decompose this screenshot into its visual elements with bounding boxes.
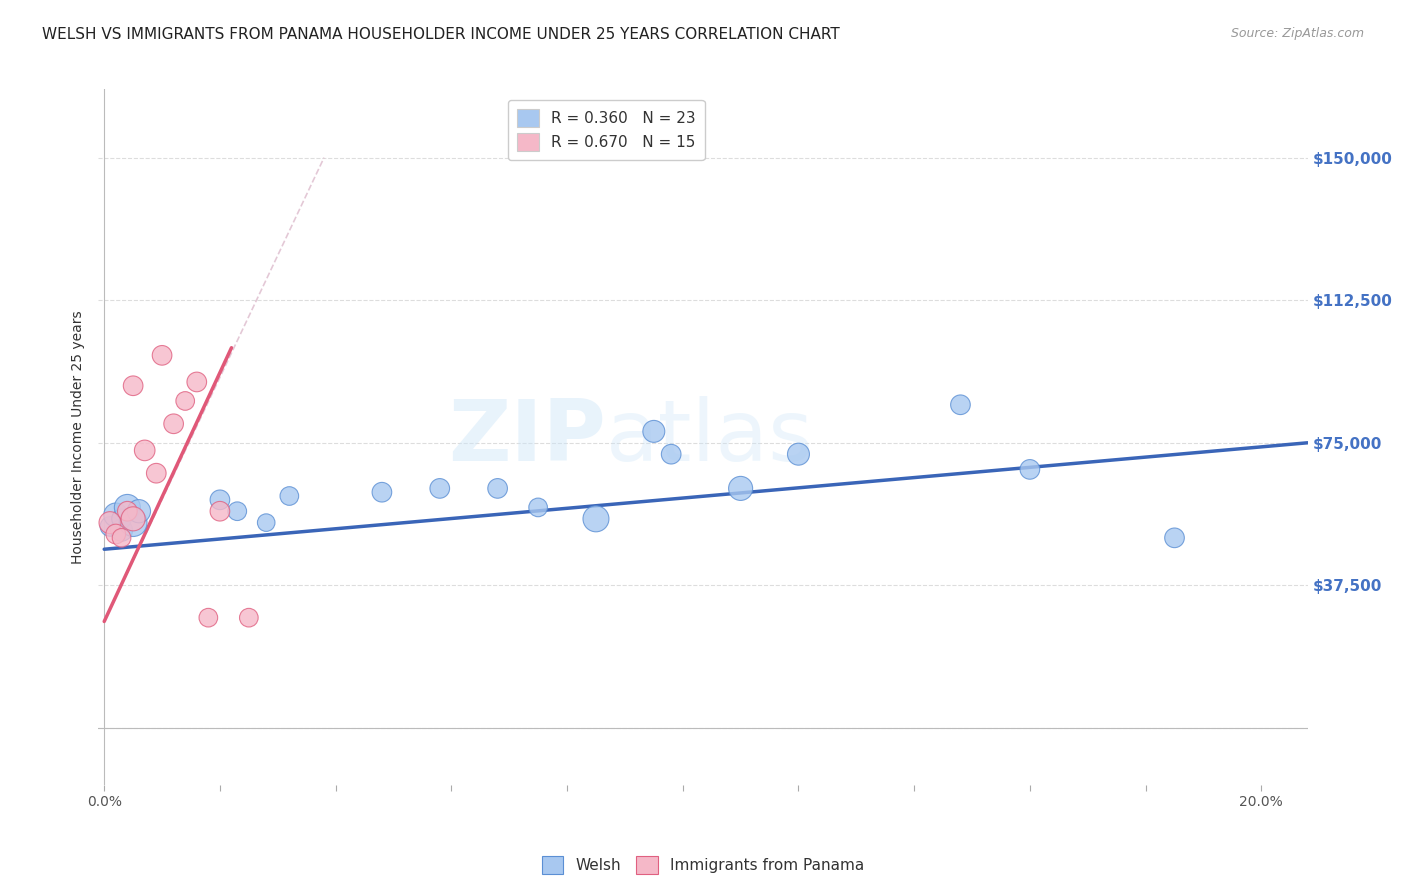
Point: [110, 523, 132, 537]
Point: [104, 508, 127, 522]
Point: [1018, 462, 1040, 476]
Point: [117, 504, 139, 518]
Point: [162, 417, 184, 431]
Point: [371, 485, 394, 500]
Point: [527, 500, 550, 515]
Point: [122, 378, 145, 392]
Point: [254, 516, 277, 530]
Point: [486, 482, 509, 496]
Text: ZIP: ZIP: [449, 395, 606, 479]
Point: [659, 447, 682, 461]
Point: [787, 447, 810, 461]
Y-axis label: Householder Income Under 25 years: Householder Income Under 25 years: [72, 310, 86, 564]
Point: [1163, 531, 1185, 545]
Text: WELSH VS IMMIGRANTS FROM PANAMA HOUSEHOLDER INCOME UNDER 25 YEARS CORRELATION CH: WELSH VS IMMIGRANTS FROM PANAMA HOUSEHOL…: [42, 27, 839, 42]
Point: [238, 610, 260, 624]
Point: [117, 500, 139, 515]
Point: [104, 527, 127, 541]
Point: [226, 504, 249, 518]
Point: [174, 394, 197, 409]
Point: [585, 512, 607, 526]
Legend: Welsh, Immigrants from Panama: Welsh, Immigrants from Panama: [536, 850, 870, 880]
Legend: R = 0.360   N = 23, R = 0.670   N = 15: R = 0.360 N = 23, R = 0.670 N = 15: [508, 100, 704, 160]
Point: [949, 398, 972, 412]
Point: [197, 610, 219, 624]
Point: [278, 489, 301, 503]
Text: atlas: atlas: [606, 395, 814, 479]
Point: [208, 492, 231, 507]
Point: [186, 375, 208, 389]
Point: [134, 443, 156, 458]
Point: [150, 348, 173, 362]
Point: [145, 466, 167, 480]
Text: Source: ZipAtlas.com: Source: ZipAtlas.com: [1230, 27, 1364, 40]
Point: [730, 482, 752, 496]
Point: [122, 512, 145, 526]
Point: [128, 504, 150, 518]
Point: [98, 519, 121, 533]
Point: [122, 516, 145, 530]
Point: [98, 516, 121, 530]
Point: [429, 482, 451, 496]
Point: [643, 425, 665, 439]
Point: [110, 531, 132, 545]
Point: [208, 504, 231, 518]
Point: [110, 512, 132, 526]
